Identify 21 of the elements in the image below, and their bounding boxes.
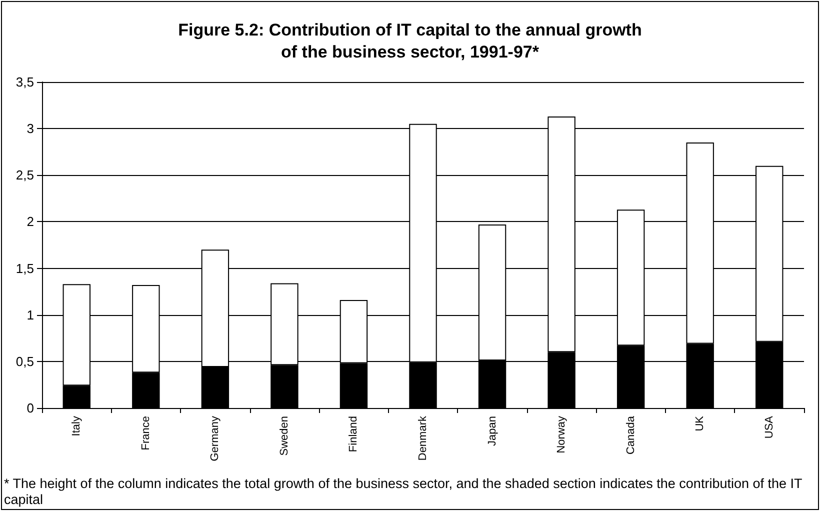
x-tick-label: USA <box>763 415 776 439</box>
x-tick-label: Germany <box>209 416 222 462</box>
x-tick-label: Finland <box>348 416 360 452</box>
x-tick-label: Norway <box>556 416 568 454</box>
x-tick-label: Sweden <box>278 416 290 456</box>
y-tick-label: 0,5 <box>16 354 34 369</box>
text: * The height of the column indicates the total growth of the business sector, and the shaded section indicates the contribution of the IT capital <box>4 476 804 508</box>
x-tick-label: UK <box>694 415 706 432</box>
y-tick-label: 0 <box>26 400 34 416</box>
y-tick-label: 1 <box>26 307 34 322</box>
y-tick-label: 2,5 <box>16 168 34 183</box>
x-tick-label: France <box>140 416 152 450</box>
x-tick-label: Canada <box>624 415 637 455</box>
y-tick-label: 3,5 <box>16 74 34 90</box>
y-tick-label: 3 <box>26 121 34 136</box>
x-tick-label: Denmark <box>417 416 429 461</box>
x-tick-label: Japan <box>486 416 498 446</box>
chart-title: Figure 5.2: Contribution of IT capital to the annual growth of the business sector, 1991-97* <box>178 20 642 62</box>
y-tick-label: 1,5 <box>16 260 34 276</box>
x-tick-label: Italy <box>70 416 83 436</box>
y-tick-label: 2 <box>26 214 34 230</box>
